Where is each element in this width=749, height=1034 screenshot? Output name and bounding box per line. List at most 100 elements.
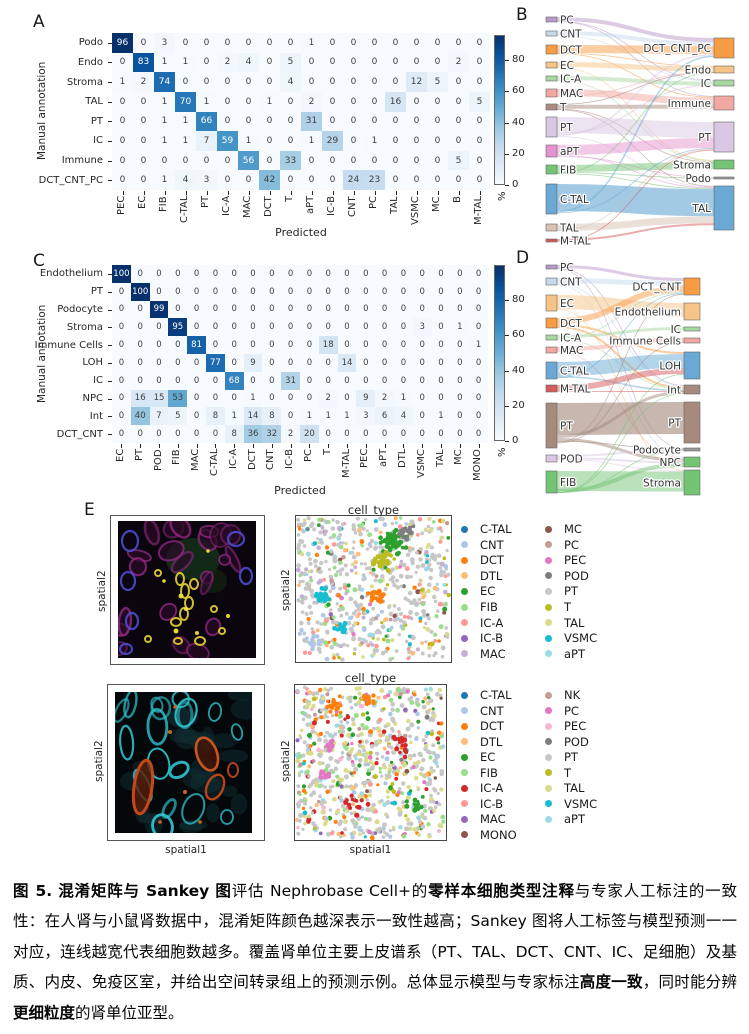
matrix-cell: 0 [431,282,451,301]
matrix-cell: 0 [187,389,206,408]
matrix-cell: 0 [243,265,263,283]
matrix-cell: 0 [469,371,488,390]
legend-dot [545,769,552,776]
matrix-cell: 0 [217,170,238,191]
matrix-cell: 0 [196,33,217,53]
sankey-node [545,384,558,393]
matrix-col-label: MC [431,196,442,212]
caption-segment: 评估 Nephrobase Cell+的 [231,882,429,900]
sankey-flow [556,54,715,136]
caption-segment: 与专家人工标注的一致性：在人肾与小鼠肾数据中，混淆矩阵颜色越深表示一致性越高；S… [13,882,737,992]
matrix-cell: 1 [196,91,217,112]
sankey-node [545,454,558,463]
axis-tick [108,416,112,418]
matrix-cell: 0 [238,170,259,191]
sankey-flow [556,457,685,464]
legend-dot [545,707,552,714]
matrix-cell: 1 [300,407,319,426]
matrix-cell: 0 [187,265,206,283]
matrix-row-label: Immune [61,155,103,167]
legend-label: TAL [564,615,585,630]
sankey-node-label: MAC [560,345,583,357]
matrix-cell: 0 [149,371,169,390]
matrix-cell: 0 [259,111,280,132]
sankey-node [713,185,735,231]
sankey-flow [556,393,685,493]
legend-label: POD [564,734,589,749]
matrix-cell: 0 [448,170,469,191]
sankey-node [545,61,558,69]
legend-label: EC [480,750,496,764]
matrix-cell: 0 [262,389,282,408]
legend-dot [461,525,468,533]
matrix-cell: 0 [427,170,448,191]
matrix-cell: 3 [196,170,217,191]
colorbar-tick [505,153,509,155]
matrix-cell: 0 [217,111,238,132]
axis-tick [108,140,112,142]
sankey-flow [556,402,685,435]
matrix-cell: 40 [130,407,150,426]
matrix-cell: 0 [406,33,427,53]
caption-segment: 更细粒度 [13,1003,76,1022]
sankey-node [713,121,735,153]
legend-label: FIB [480,765,498,780]
legend-item: T [545,600,571,614]
matrix-cell: 0 [280,170,301,191]
matrix-cell: 0 [469,265,488,283]
matrix-cell: 0 [168,371,188,390]
matrix-cell: 1 [450,318,470,337]
sankey-node-label: Stroma [643,477,681,489]
legend-label: FIB [480,600,498,614]
sankey-flow [556,471,685,492]
sankey-node [683,337,701,344]
matrix-cell: 0 [206,336,225,354]
matrix-cell: 59 [217,131,238,151]
sankey-node-label: M-TAL [560,235,591,247]
matrix-cell: 0 [280,33,301,53]
sankey-node [545,16,558,23]
matrix-cell: 0 [112,389,131,408]
colorbar-tick-label: 0 [512,435,519,446]
legend-item: FIB [461,600,498,614]
sankey-flow [556,459,685,472]
matrix-cell: 0 [394,318,413,337]
matrix-cell: 6 [375,407,394,426]
matrix-cell: 0 [300,371,319,390]
sankey-node-label: Podocyte [633,444,681,456]
matrix-cell: 1 [154,52,175,73]
legend-label: PEC [564,553,587,568]
sankey-flow [556,391,685,438]
colorbar-tick-label: 60 [512,85,525,97]
matrix-cell: 14 [243,407,263,426]
axis-tick [122,191,124,196]
sankey-node-label: NPC [659,457,681,469]
colorbar-tick-label: 20 [512,399,525,411]
matrix-cell: 0 [337,425,357,443]
matrix-cell: 0 [337,371,357,390]
sankey-node-label: Int [667,384,681,396]
matrix-cell: 14 [337,354,357,372]
matrix-cell: 0 [187,300,206,319]
matrix-cell: 0 [281,265,300,283]
sankey-flow [556,324,685,354]
legend-dot [461,541,468,549]
panel-a-label: A [33,12,45,32]
legend-dot [545,541,552,549]
axis-tick [159,444,160,448]
sankey-b-svg: PCCNTDCTECIC-AMACTPTaPTFIBC-TALTALM-TALD… [545,13,735,249]
matrix-cell: 0 [112,91,133,112]
matrix-cell: 0 [133,131,154,151]
sankey-node-label: Podo [686,173,711,185]
matrix-cell: 1 [301,33,322,53]
matrix-cell: 0 [281,282,300,301]
matrix-cell: 0 [322,111,343,132]
matrix-cell: 0 [281,318,300,337]
panel-b-label: B [516,5,528,25]
sankey-node [683,384,701,395]
sankey-flow [556,326,685,389]
matrix-cell: 2 [133,72,154,92]
axis-tick [206,191,208,196]
sankey-node [683,351,701,380]
matrix-cell: 0 [112,131,133,151]
